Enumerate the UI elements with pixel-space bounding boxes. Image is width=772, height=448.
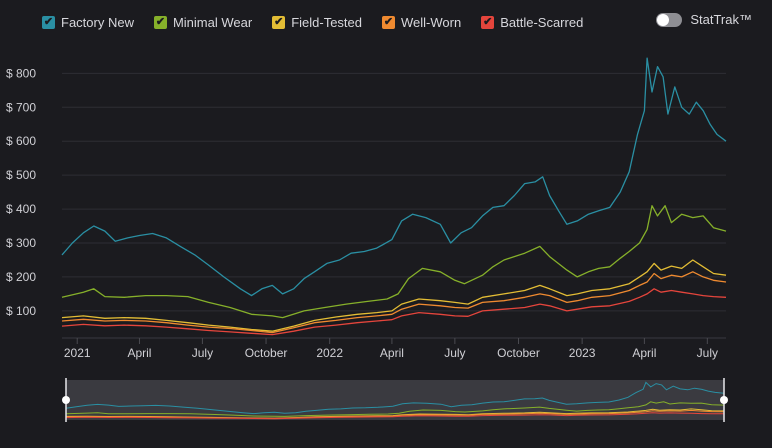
grid-lines <box>62 72 726 312</box>
series-lines <box>61 57 727 336</box>
legend-item-factory-new[interactable]: ✔ Factory New <box>42 15 134 30</box>
series-line-battle-scarred <box>61 288 727 336</box>
y-tick-label: $ 200 <box>6 270 36 284</box>
stattrak-label: StatTrak™ <box>690 12 752 27</box>
stattrak-toggle-group[interactable]: StatTrak™ <box>656 12 752 27</box>
toggle-knob <box>657 13 670 26</box>
legend-label: Battle-Scarred <box>500 14 584 30</box>
y-tick-label: $ 500 <box>6 168 36 182</box>
y-axis: $ 100 $ 200 $ 300 $ 400 $ 500 $ 600 $ 700 $ 800 <box>6 66 36 318</box>
y-tick-label: $ 600 <box>6 134 36 148</box>
x-tick-label: 2023 <box>569 346 596 360</box>
legend-label: Field-Tested <box>291 14 362 30</box>
y-tick-label: $ 800 <box>6 66 36 80</box>
legend-item-well-worn[interactable]: ✔ Well-Worn <box>382 15 461 30</box>
x-tick-label: July <box>697 346 718 360</box>
x-tick-label: July <box>444 346 465 360</box>
navigator-left-handle[interactable] <box>62 396 70 404</box>
y-tick-label: $ 100 <box>6 304 36 318</box>
legend-item-field-tested[interactable]: ✔ Field-Tested <box>272 15 362 30</box>
x-tick-label: 2021 <box>64 346 91 360</box>
chart-legend: ✔ Factory New ✔ Minimal Wear ✔ Field-Tested ✔ W… <box>42 10 603 34</box>
checkbox-icon[interactable]: ✔ <box>272 15 286 29</box>
y-tick-label: $ 300 <box>6 236 36 250</box>
navigator-right-handle[interactable] <box>720 396 728 404</box>
navigator-line-minimal-wear <box>65 401 725 417</box>
legend-item-minimal-wear[interactable]: ✔ Minimal Wear <box>153 14 253 30</box>
checkbox-icon[interactable]: ✔ <box>153 15 167 29</box>
x-tick-label: October <box>497 346 540 360</box>
series-line-well-worn <box>61 271 727 334</box>
x-tick-label: April <box>632 346 656 360</box>
range-navigator[interactable] <box>62 378 728 422</box>
legend-label: Well-Worn <box>401 14 462 30</box>
checkbox-icon[interactable]: ✔ <box>382 15 395 29</box>
stattrak-toggle[interactable] <box>656 12 683 27</box>
checkbox-icon[interactable]: ✔ <box>42 15 55 29</box>
series-line-minimal-wear <box>61 205 727 319</box>
legend-label: Minimal Wear <box>172 14 253 30</box>
y-tick-label: $ 400 <box>6 202 36 216</box>
series-line-factory-new <box>61 57 727 297</box>
navigator-line-battle-scarred <box>65 412 725 420</box>
checkbox-icon[interactable]: ✔ <box>481 15 495 29</box>
x-tick-label: April <box>127 346 151 360</box>
navigator-series <box>65 381 725 420</box>
x-tick-label: October <box>245 346 288 360</box>
y-tick-label: $ 700 <box>6 100 36 114</box>
legend-label: Factory New <box>61 14 134 30</box>
x-tick-label: 2022 <box>316 346 343 360</box>
legend-item-battle-scarred[interactable]: ✔ Battle-Scarred <box>481 15 583 30</box>
x-tick-label: July <box>192 346 213 360</box>
x-tick-label: April <box>380 346 404 360</box>
navigator-line-factory-new <box>65 381 725 415</box>
series-line-field-tested <box>61 259 727 332</box>
x-axis: 2021 April July October 2022 April July October… <box>62 337 726 360</box>
